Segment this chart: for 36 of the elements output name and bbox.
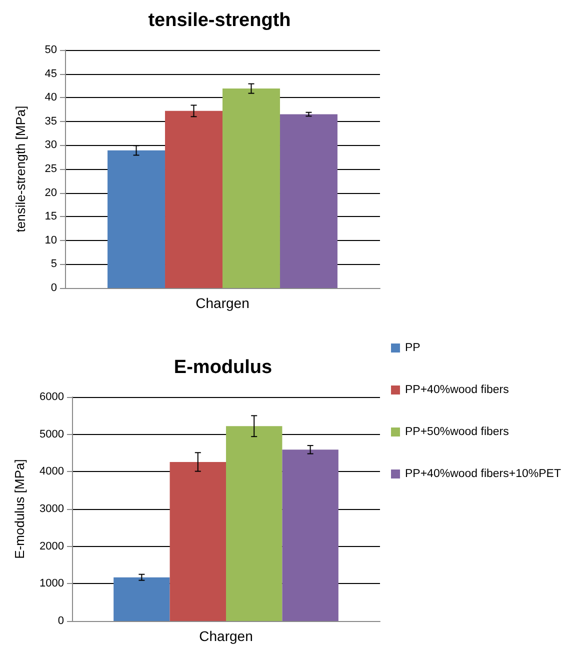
y-tick-label: 4000 xyxy=(40,466,64,478)
y-tick-label: 5 xyxy=(50,258,57,270)
y-tick-label: 35 xyxy=(44,115,57,128)
y-tick-label: 50 xyxy=(44,44,57,56)
legend-label: PP xyxy=(405,342,421,354)
y-tick-label: 15 xyxy=(44,210,57,223)
chart-title: tensile-strength xyxy=(148,10,291,31)
y-tick-label: 1000 xyxy=(40,578,64,590)
bar xyxy=(226,426,282,621)
y-axis-title: tensile-strength [MPa] xyxy=(13,106,28,232)
bar xyxy=(170,462,226,621)
y-tick-label: 6000 xyxy=(40,391,64,403)
y-tick-label: 25 xyxy=(44,163,57,175)
bar xyxy=(165,110,222,288)
chart-title: E-modulus xyxy=(174,357,272,378)
y-tick-label: 0 xyxy=(50,282,57,294)
y-axis-title: E-modulus [MPa] xyxy=(12,459,27,559)
x-tick-label: Chargen xyxy=(196,295,250,311)
y-tick-label: 0 xyxy=(58,615,64,627)
x-tick-label: Chargen xyxy=(199,628,253,644)
y-tick-label: 40 xyxy=(44,92,57,104)
bar xyxy=(280,114,338,288)
y-tick-label: 3000 xyxy=(40,503,64,515)
legend-label: PP+40%wood fibers xyxy=(405,384,510,396)
y-tick-label: 30 xyxy=(44,139,57,152)
y-tick-label: 2000 xyxy=(40,540,64,552)
bar xyxy=(222,88,280,288)
y-tick-label: 20 xyxy=(44,186,57,199)
bar xyxy=(282,450,338,621)
legend-label: PP+40%wood fibers+10%PET xyxy=(405,468,561,480)
bar xyxy=(108,150,166,288)
legend-label: PP+50%wood fibers xyxy=(405,426,510,438)
bar xyxy=(114,577,170,621)
y-tick-label: 10 xyxy=(44,234,57,246)
y-tick-label: 45 xyxy=(44,68,57,80)
y-tick-label: 5000 xyxy=(40,428,64,440)
